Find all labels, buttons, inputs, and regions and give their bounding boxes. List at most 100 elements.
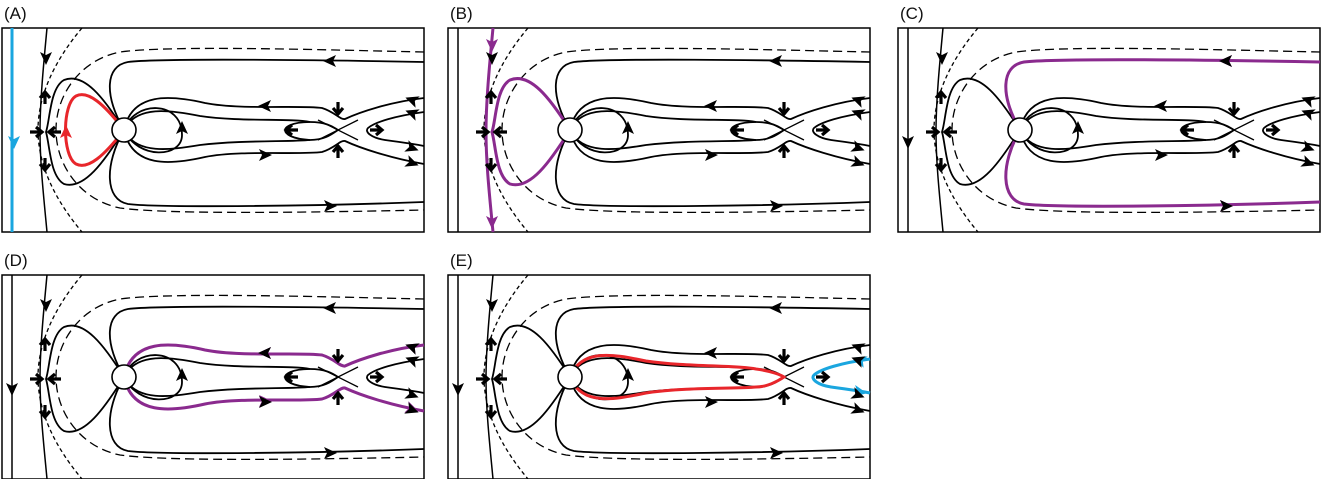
- flow-arrow-icon: [331, 143, 345, 158]
- field-line-middle-bottom: [1019, 129, 1321, 165]
- planet-circle: [111, 117, 137, 143]
- arrowhead-icon: [404, 155, 419, 167]
- arrowhead-icon: [622, 368, 634, 381]
- field-line-middle-top: [569, 344, 871, 378]
- field-line-outer-bottom: [554, 129, 871, 208]
- arrowhead-icon: [258, 100, 271, 112]
- arrowhead-icon: [850, 387, 865, 399]
- field-line-inner-top: [1019, 110, 1207, 131]
- field-line-small-loop: [123, 354, 183, 401]
- arrowhead-icon: [258, 347, 271, 359]
- flow-arrow-icon: [484, 89, 498, 104]
- arrowhead-icon: [850, 140, 865, 152]
- field-line-outer-bottom: [108, 376, 425, 455]
- flow-arrow-icon: [38, 158, 52, 173]
- flow-arrow-icon: [476, 125, 491, 139]
- arrowhead-icon: [1220, 200, 1233, 212]
- field-line-lobe: [45, 77, 125, 186]
- arrowhead-icon: [324, 447, 337, 459]
- arrowhead-icon: [404, 402, 419, 414]
- arrowhead-icon: [40, 299, 52, 312]
- arrowhead-icon: [40, 52, 52, 65]
- flow-arrow-icon: [1266, 123, 1281, 137]
- flow-arrow-icon: [476, 372, 491, 386]
- field-line-middle-bottom: [569, 129, 871, 165]
- dashed-boundary-outer: [501, 294, 871, 461]
- arrowhead-icon: [769, 302, 782, 314]
- panel-d: (D): [1, 251, 425, 479]
- flow-arrow-icon: [777, 143, 791, 158]
- field-line-middle-top: [1019, 97, 1321, 131]
- arrowhead-icon: [622, 121, 634, 134]
- field-line-lobe: [941, 77, 1021, 186]
- highlight-purple-bottom: [1004, 129, 1321, 208]
- flow-arrow-icon: [331, 349, 345, 364]
- arrowhead-icon: [705, 149, 718, 161]
- flow-arrow-icon: [942, 125, 957, 139]
- arrowhead-icon: [770, 447, 783, 459]
- dashed-boundary-outer: [951, 47, 1321, 214]
- flow-arrow-icon: [484, 405, 498, 420]
- flow-arrow-icon: [283, 123, 298, 137]
- panel-a: (A): [1, 4, 425, 233]
- arrowhead-icon: [1301, 96, 1316, 108]
- highlight-red-inner-loop: [568, 353, 787, 401]
- flow-arrow-icon: [816, 370, 831, 384]
- arrowhead-icon: [704, 347, 717, 359]
- arrowhead-icon: [404, 140, 419, 152]
- highlight-blue-right-loop: [811, 357, 871, 395]
- field-line-outer-top: [108, 305, 425, 378]
- flow-arrow-icon: [46, 372, 61, 386]
- panel-frame: [447, 27, 871, 233]
- dashed-boundary-outer: [501, 47, 871, 214]
- flow-arrow-icon: [816, 123, 831, 137]
- field-line-outer-bottom: [554, 376, 871, 455]
- flow-arrow-icon: [777, 349, 791, 364]
- flow-arrow-icon: [484, 336, 498, 351]
- arrowhead-icon: [704, 100, 717, 112]
- field-line-small-loop: [123, 107, 183, 154]
- panel-e: (E): [447, 251, 871, 479]
- panel-label: (E): [450, 251, 473, 270]
- arrowhead-icon: [324, 200, 337, 212]
- field-line-lobe: [45, 324, 125, 433]
- field-line-inner-top: [123, 357, 311, 378]
- flow-arrow-icon: [934, 89, 948, 104]
- flow-arrow-icon: [777, 102, 791, 117]
- field-line-outer-top: [554, 305, 871, 378]
- dashed-boundary-outer: [55, 47, 425, 214]
- arrowhead-icon: [851, 96, 866, 108]
- flow-arrow-icon: [492, 372, 507, 386]
- arrowhead-icon: [1072, 121, 1084, 134]
- arrowhead-icon: [452, 383, 464, 396]
- x-line: [1213, 119, 1255, 141]
- arrowhead-icon: [60, 125, 72, 138]
- arrowhead-icon: [1219, 55, 1232, 67]
- flow-arrow-icon: [1227, 143, 1241, 158]
- flow-arrow-icon: [729, 123, 744, 137]
- flow-arrow-icon: [484, 158, 498, 173]
- panel-label: (A): [4, 4, 27, 23]
- panel-frame: [897, 27, 1321, 233]
- highlight-purple-mid-top: [122, 343, 425, 378]
- field-line-inner-bottom: [123, 129, 311, 150]
- arrowhead-icon: [6, 383, 18, 396]
- field-line-small-loop: [569, 107, 629, 154]
- flow-arrow-icon: [331, 102, 345, 117]
- flow-arrow-icon: [331, 390, 345, 405]
- panel-label: (D): [4, 251, 28, 270]
- field-line-inner-bottom: [569, 129, 757, 150]
- arrowhead-icon: [405, 96, 420, 108]
- arrowhead-icon: [486, 216, 498, 229]
- field-line-right-oval: [812, 111, 871, 147]
- x-line: [763, 119, 805, 141]
- arrowhead-icon: [323, 55, 336, 67]
- arrowhead-icon: [486, 39, 498, 52]
- arrowhead-icon: [405, 356, 420, 368]
- flow-arrow-icon: [30, 125, 45, 139]
- panel-label: (C): [900, 4, 924, 23]
- planet-circle: [1007, 117, 1033, 143]
- arrowhead-icon: [486, 299, 498, 312]
- field-line-middle-bottom: [123, 376, 425, 412]
- field-line-right-oval: [366, 111, 425, 147]
